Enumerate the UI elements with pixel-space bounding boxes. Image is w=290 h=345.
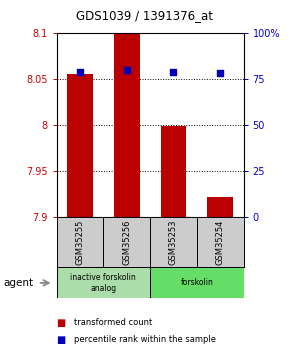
Bar xyxy=(150,267,244,298)
Text: GSM35255: GSM35255 xyxy=(75,220,84,265)
Text: ■: ■ xyxy=(57,318,66,327)
Text: transformed count: transformed count xyxy=(74,318,152,327)
Point xyxy=(218,71,222,76)
Point xyxy=(124,67,129,72)
Text: forskolin: forskolin xyxy=(180,278,213,287)
Bar xyxy=(57,267,150,298)
Text: agent: agent xyxy=(3,278,33,288)
Text: GSM35254: GSM35254 xyxy=(216,220,225,265)
Text: GSM35256: GSM35256 xyxy=(122,220,131,265)
Point xyxy=(78,69,82,74)
Bar xyxy=(207,197,233,217)
Bar xyxy=(114,33,139,217)
Bar xyxy=(67,74,93,217)
Text: GSM35253: GSM35253 xyxy=(169,220,178,265)
Bar xyxy=(161,126,186,217)
Point xyxy=(171,69,176,74)
Text: inactive forskolin
analog: inactive forskolin analog xyxy=(70,273,136,293)
Text: ■: ■ xyxy=(57,335,66,345)
Text: percentile rank within the sample: percentile rank within the sample xyxy=(74,335,216,344)
Text: GDS1039 / 1391376_at: GDS1039 / 1391376_at xyxy=(77,9,213,22)
